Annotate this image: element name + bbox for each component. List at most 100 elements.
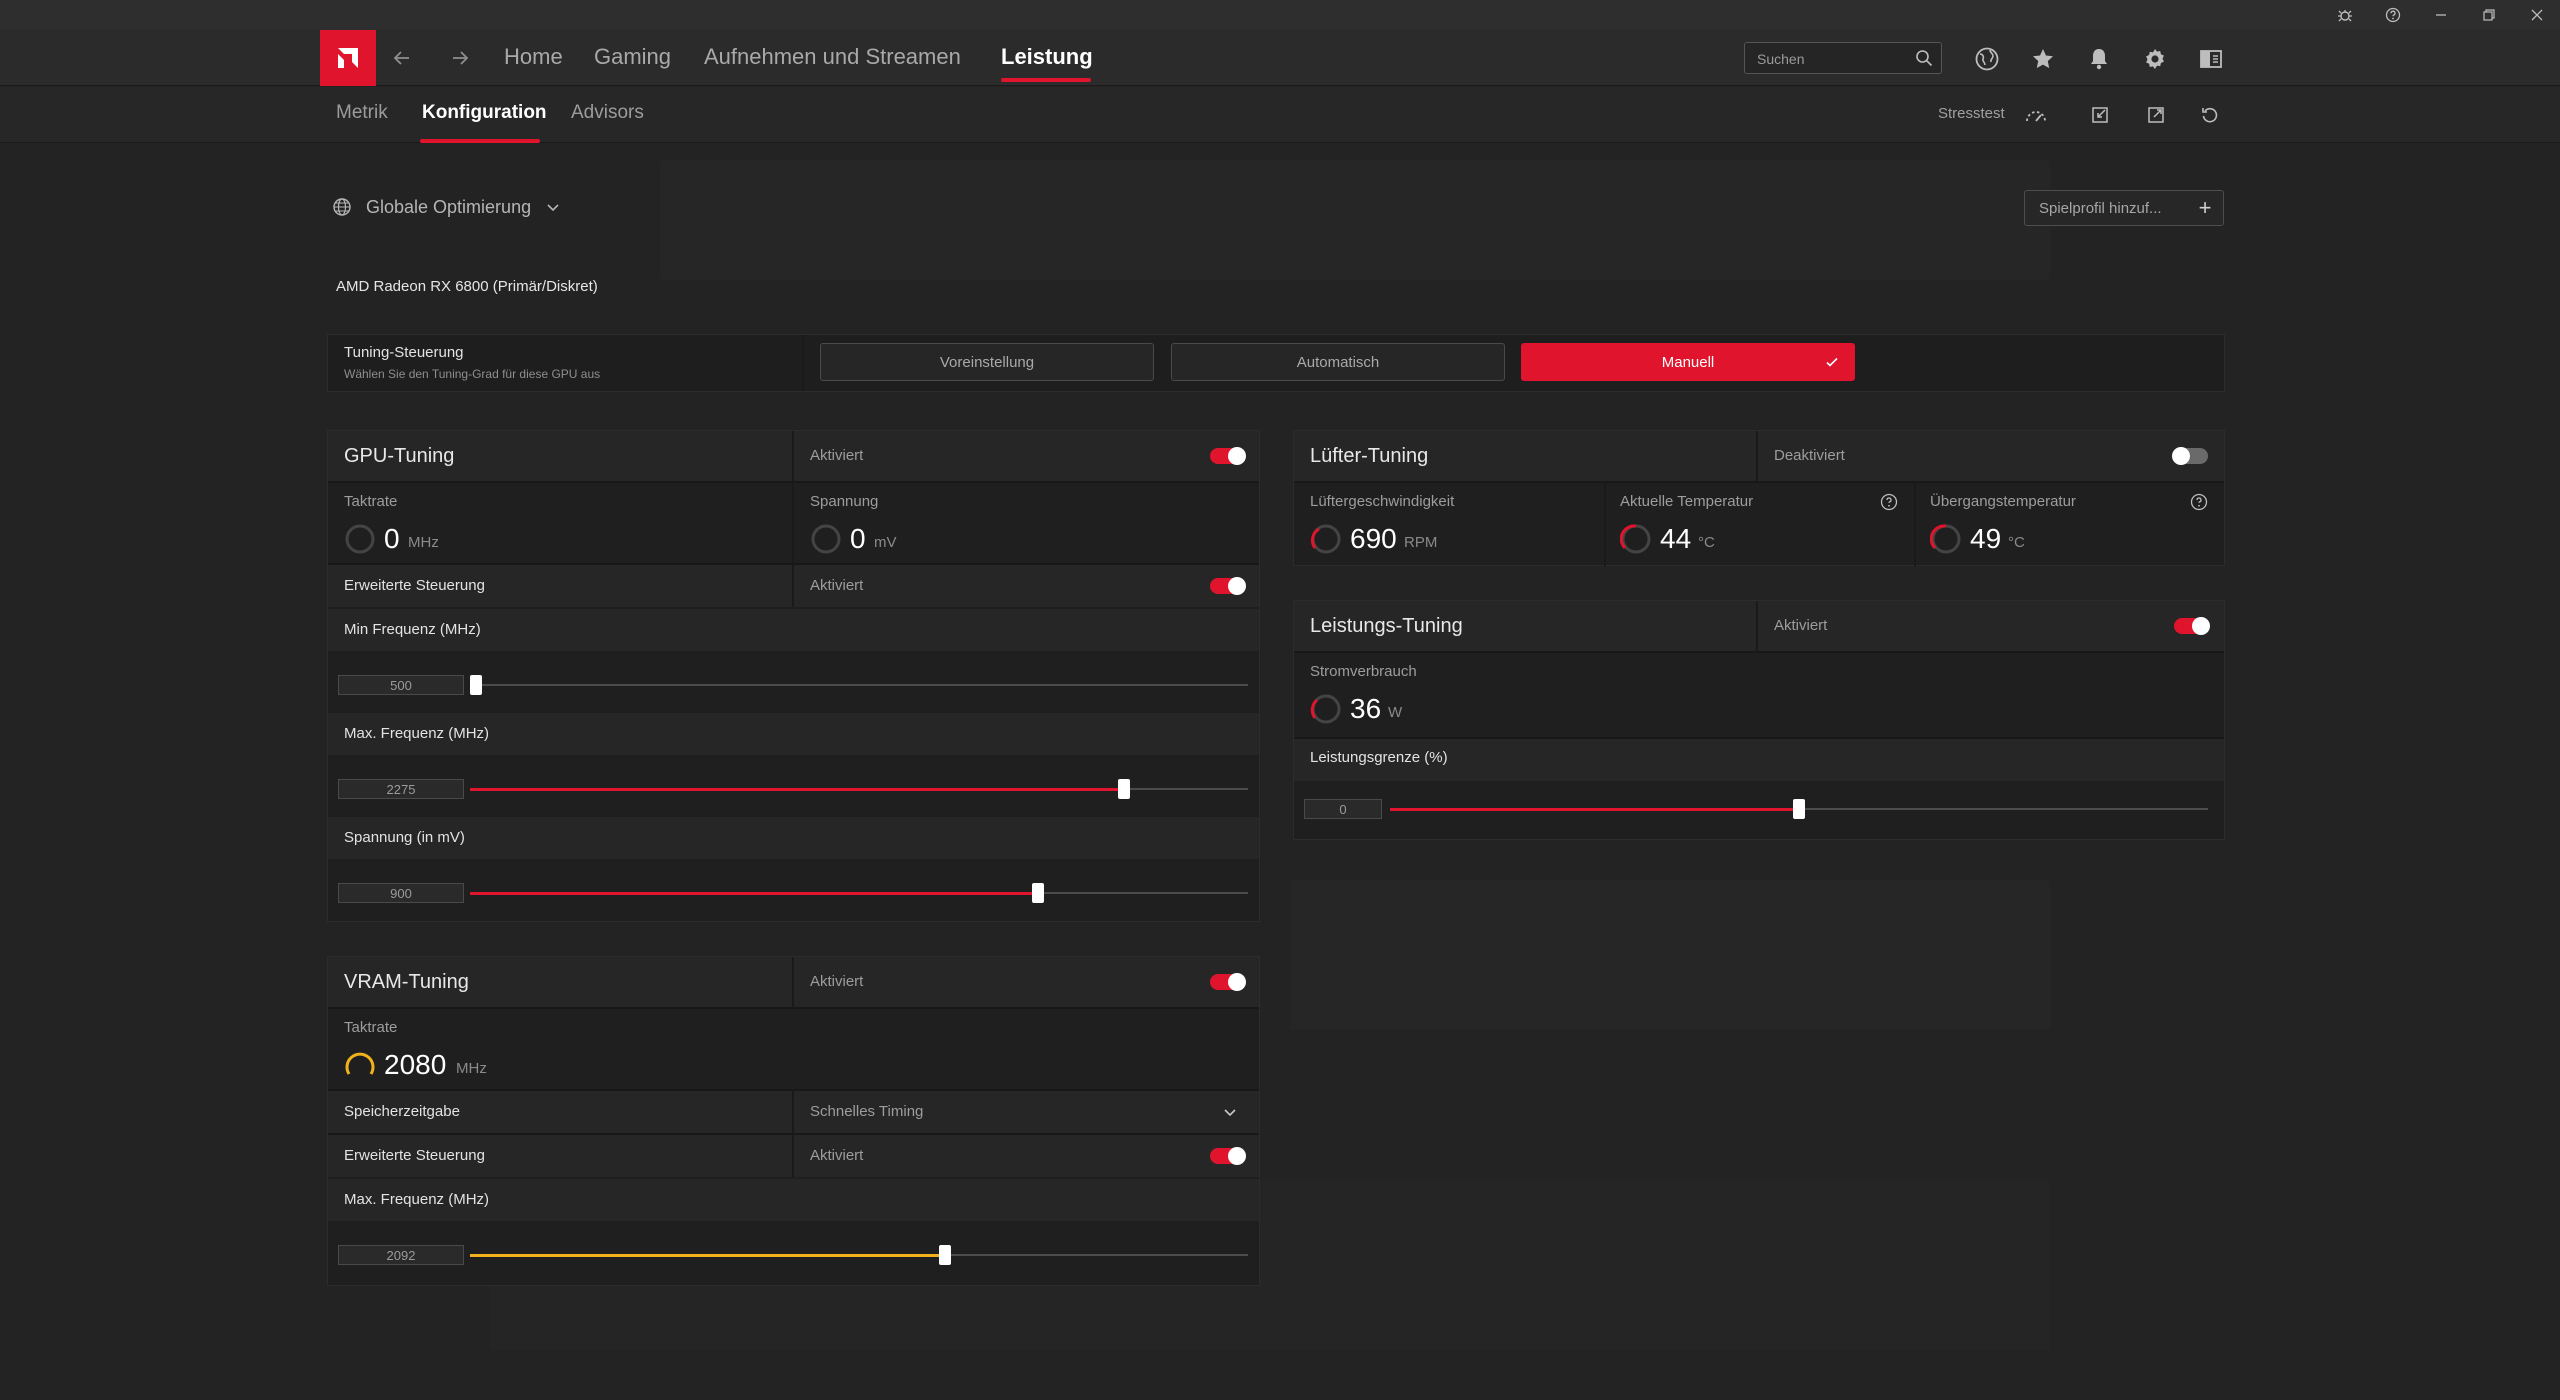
export-profile-icon[interactable] <box>2142 101 2170 129</box>
tab-configuration[interactable]: Konfiguration <box>422 102 547 123</box>
power-tuning-panel: Leistungs-Tuning Aktiviert Stromverbrauc… <box>1293 600 2225 840</box>
slider-thumb[interactable] <box>470 675 482 695</box>
vram-tuning-toggle[interactable] <box>1210 973 1246 991</box>
search-box[interactable] <box>1744 42 1942 74</box>
star-icon[interactable] <box>2028 44 2058 74</box>
voltage-input[interactable]: 900 <box>338 883 464 903</box>
gpu-advanced-toggle[interactable] <box>1210 577 1246 595</box>
vram-tuning-panel: VRAM-Tuning Aktiviert Taktrate 2080 MHz … <box>327 956 1260 1286</box>
power-limit-input[interactable]: 0 <box>1304 799 1382 819</box>
globe-icon[interactable] <box>1972 44 2002 74</box>
checkmark-icon <box>1824 354 1840 370</box>
vram-advanced-status: Aktiviert <box>810 1147 864 1164</box>
vram-max-frequency-label: Max. Frequenz (MHz) <box>344 1191 490 1208</box>
gpu-voltage-gauge-icon <box>811 524 841 554</box>
minimize-icon[interactable] <box>2428 3 2454 27</box>
back-arrow-icon[interactable] <box>386 42 418 74</box>
min-frequency-slider[interactable] <box>470 675 1248 695</box>
vram-advanced-row: Erweiterte Steuerung Aktiviert <box>328 1135 1259 1177</box>
power-tuning-status: Aktiviert <box>1774 617 1828 634</box>
gpu-tuning-title: GPU-Tuning <box>344 445 455 467</box>
tab-active-indicator <box>420 139 540 143</box>
search-input[interactable] <box>1757 49 1907 69</box>
vram-metrics-row: Taktrate 2080 MHz <box>328 1009 1259 1089</box>
bug-report-icon[interactable] <box>2332 3 2358 27</box>
current-temp-gauge-icon <box>1620 524 1651 554</box>
slider-thumb[interactable] <box>938 1245 951 1265</box>
restore-icon[interactable] <box>2476 3 2502 27</box>
settings-gear-icon[interactable] <box>2140 44 2170 74</box>
gpu-name: AMD Radeon RX 6800 (Primär/Diskret) <box>336 278 598 295</box>
memory-timing-dropdown[interactable]: Schnelles Timing <box>810 1103 924 1120</box>
notification-bell-icon[interactable] <box>2084 44 2114 74</box>
nav-home[interactable]: Home <box>504 44 563 69</box>
tuning-preset-button[interactable]: Voreinstellung <box>820 343 1154 381</box>
power-tuning-toggle[interactable] <box>2174 617 2210 635</box>
vram-max-frequency-input[interactable]: 2092 <box>338 1245 464 1265</box>
junction-temp-label: Übergangstemperatur <box>1930 493 2076 510</box>
gpu-voltage-unit: mV <box>874 534 897 551</box>
search-icon[interactable] <box>1915 49 1933 67</box>
slider-thumb[interactable] <box>1117 779 1130 799</box>
divider <box>1294 651 2224 653</box>
nav-performance[interactable]: Leistung <box>1001 44 1093 69</box>
divider <box>1604 483 1606 567</box>
help-circle-icon[interactable] <box>1880 493 1898 511</box>
forward-arrow-icon[interactable] <box>444 42 476 74</box>
power-limit-slider[interactable] <box>1390 799 2208 819</box>
slider-thumb[interactable] <box>1031 883 1044 903</box>
gpu-advanced-row: Erweiterte Steuerung Aktiviert <box>328 565 1259 607</box>
vram-clock-value: 2080 <box>384 1049 447 1080</box>
gpu-tuning-toggle[interactable] <box>1210 447 1246 465</box>
power-tuning-title: Leistungs-Tuning <box>1310 615 1463 637</box>
reset-icon[interactable] <box>2196 101 2224 129</box>
divider <box>792 957 794 1007</box>
nav-gaming[interactable]: Gaming <box>594 44 672 69</box>
add-game-profile-button[interactable]: Spielprofil hinzuf... + <box>2024 190 2224 226</box>
profile-dropdown[interactable]: Globale Optimierung <box>332 190 632 224</box>
plus-icon: + <box>2198 195 2212 220</box>
voltage-header: Spannung (in mV) <box>328 817 1259 859</box>
nav-active-indicator <box>1001 78 1091 82</box>
fan-speed-unit: RPM <box>1404 534 1438 551</box>
divider <box>328 1133 1259 1135</box>
help-circle-icon[interactable] <box>2190 493 2208 511</box>
junction-temp-value: 49 <box>1970 523 2002 554</box>
window-title-bar <box>0 0 2560 30</box>
fan-tuning-toggle[interactable] <box>2172 447 2208 465</box>
tuning-automatic-button[interactable]: Automatisch <box>1171 343 1505 381</box>
vram-max-frequency-slider[interactable] <box>470 1245 1248 1265</box>
divider <box>1294 481 2224 483</box>
sidebar-panel-icon[interactable] <box>2196 44 2226 74</box>
chevron-down-icon[interactable] <box>1222 1104 1238 1120</box>
gpu-voltage-value: 0 <box>850 523 866 554</box>
tab-advisors[interactable]: Advisors <box>571 102 644 123</box>
divider <box>792 483 794 563</box>
voltage-slider[interactable] <box>470 883 1248 903</box>
power-draw-gauge-icon <box>1310 694 1341 724</box>
amd-logo[interactable] <box>320 30 376 86</box>
min-frequency-input[interactable]: 500 <box>338 675 464 695</box>
memory-timing-row: Speicherzeitgabe Schnelles Timing <box>328 1091 1259 1133</box>
profile-dropdown-label: Globale Optimierung <box>366 196 532 217</box>
power-metrics-row: Stromverbrauch 36 W <box>1294 653 2224 737</box>
close-icon[interactable] <box>2524 3 2550 27</box>
help-icon[interactable] <box>2380 3 2406 27</box>
slider-thumb[interactable] <box>1793 799 1805 819</box>
fan-speed-value: 690 <box>1350 523 1397 554</box>
import-profile-icon[interactable] <box>2086 101 2114 129</box>
divider <box>328 563 1259 565</box>
max-frequency-slider[interactable] <box>470 779 1248 799</box>
vram-advanced-toggle[interactable] <box>1210 1147 1246 1165</box>
junction-temp-unit: °C <box>2008 534 2025 551</box>
stresstest-gauge-icon[interactable] <box>2022 101 2050 129</box>
power-limit-label: Leistungsgrenze (%) <box>1310 749 1448 766</box>
nav-record-stream[interactable]: Aufnehmen und Streamen <box>704 44 961 69</box>
fan-tuning-header: Lüfter-Tuning Deaktiviert <box>1294 431 2224 481</box>
tab-metrics[interactable]: Metrik <box>336 102 388 123</box>
tuning-manual-button[interactable]: Manuell <box>1521 343 1855 381</box>
stresstest-label: Stresstest <box>1938 105 2005 122</box>
max-frequency-input[interactable]: 2275 <box>338 779 464 799</box>
gpu-voltage-label: Spannung <box>810 493 879 510</box>
vram-max-frequency-header: Max. Frequenz (MHz) <box>328 1179 1259 1221</box>
